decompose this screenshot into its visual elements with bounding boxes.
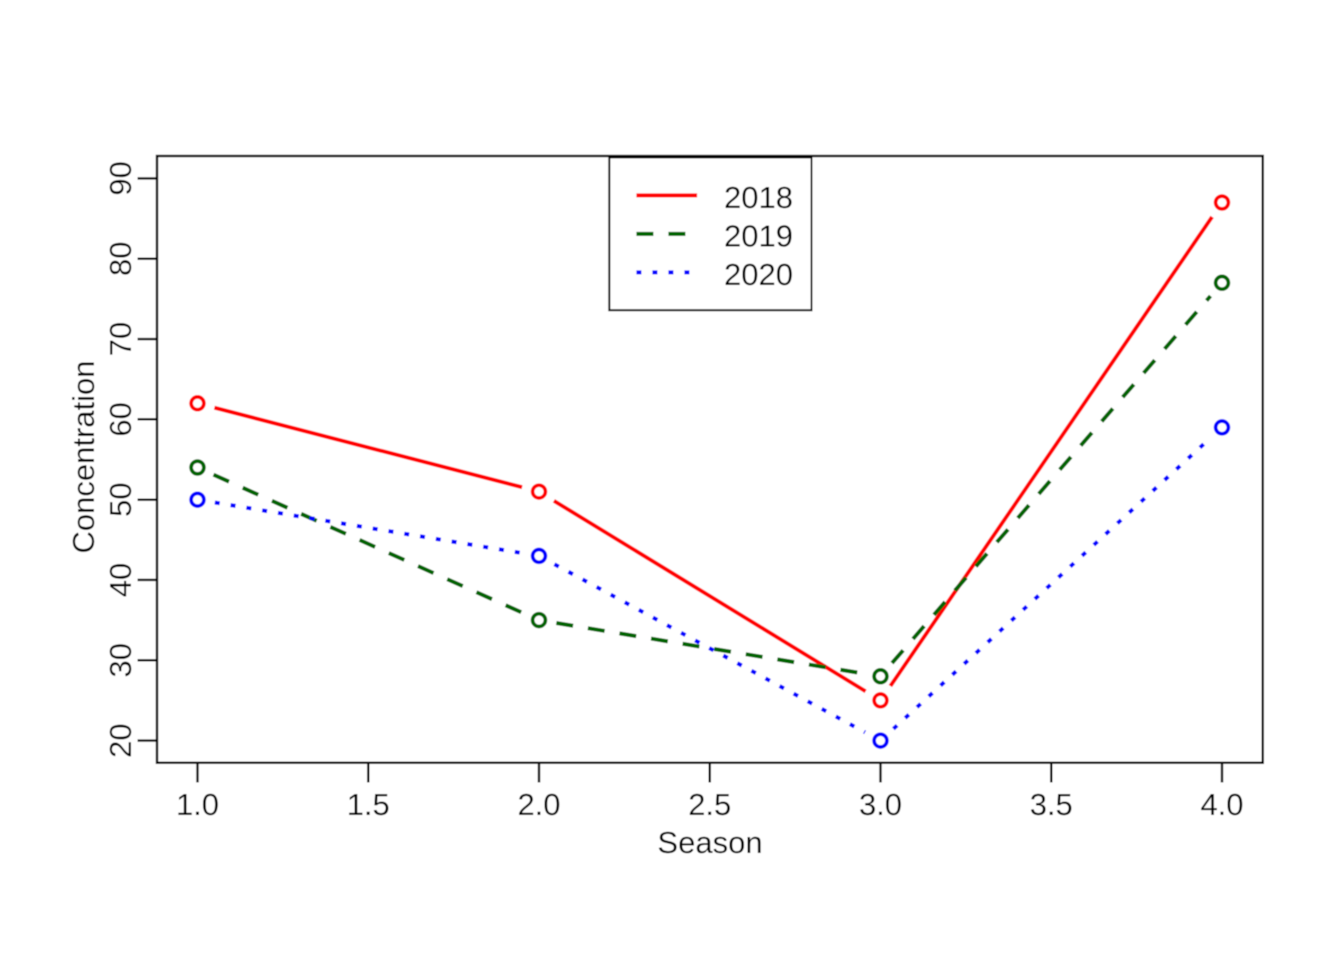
- svg-text:80: 80: [103, 241, 138, 275]
- svg-text:70: 70: [103, 322, 138, 356]
- svg-text:60: 60: [103, 402, 138, 436]
- svg-text:2.0: 2.0: [517, 787, 560, 822]
- svg-text:Season: Season: [657, 825, 762, 860]
- svg-text:Concentration: Concentration: [66, 360, 101, 553]
- svg-text:2.5: 2.5: [688, 787, 731, 822]
- svg-text:1.5: 1.5: [347, 787, 390, 822]
- svg-text:20: 20: [103, 723, 138, 757]
- svg-text:1.0: 1.0: [176, 787, 219, 822]
- svg-text:50: 50: [103, 482, 138, 516]
- svg-text:4.0: 4.0: [1200, 787, 1243, 822]
- svg-text:2019: 2019: [724, 219, 793, 254]
- svg-text:3.5: 3.5: [1030, 787, 1073, 822]
- svg-text:2020: 2020: [724, 257, 793, 292]
- svg-text:40: 40: [103, 563, 138, 597]
- svg-text:90: 90: [103, 161, 138, 195]
- svg-text:3.0: 3.0: [859, 787, 902, 822]
- svg-text:2018: 2018: [724, 180, 793, 215]
- svg-text:30: 30: [103, 643, 138, 677]
